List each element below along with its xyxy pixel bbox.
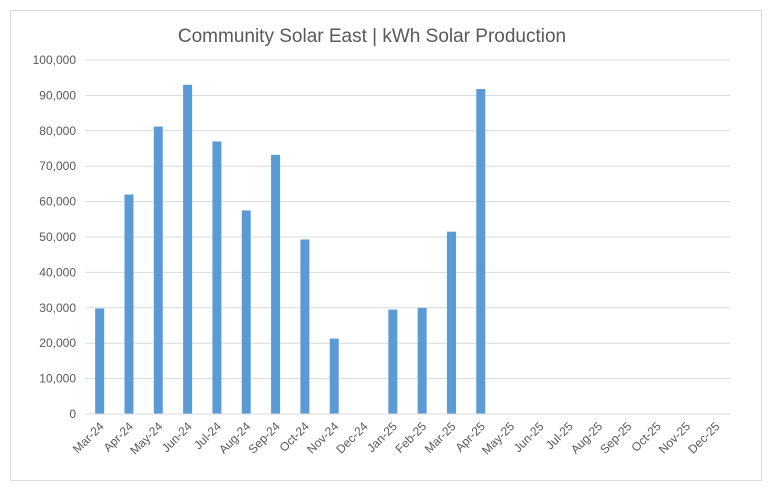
y-tick-label: 60,000 [39,195,76,209]
y-tick-label: 10,000 [39,372,76,386]
y-tick-label: 100,000 [33,53,77,67]
bars [95,84,486,415]
y-tick-label: 50,000 [39,230,76,244]
y-tick-label: 70,000 [39,159,76,173]
chart-frame: Community Solar East | kWh Solar Product… [10,10,762,481]
x-tick-label: Jun-25 [511,419,547,455]
x-tick-label: Aug-24 [216,419,253,456]
bar-aug-24 [241,210,251,414]
gridlines [85,59,730,380]
y-axis-tick-labels: 0 10,000 20,000 30,000 40,000 50,000 60,000 70,… [33,53,77,421]
bar-sep-24 [271,154,281,414]
x-tick-label: Sep-25 [597,419,634,456]
y-tick-label: 40,000 [39,265,76,279]
x-tick-label: Nov-24 [304,419,341,456]
x-tick-label: Sep-24 [245,419,282,456]
x-tick-label: Nov-25 [656,419,693,456]
bar-may-24 [153,126,163,414]
x-tick-label: Mar-25 [422,419,459,456]
y-tick-label: 80,000 [39,124,76,138]
x-tick-label: May-24 [127,419,165,457]
bar-jan-25 [388,309,398,414]
x-tick-label: Jun-24 [159,419,195,455]
x-tick-label: May-25 [479,419,517,457]
bar-nov-24 [329,338,339,414]
x-axis-tick-labels: Mar-24Apr-24May-24Jun-24Jul-24Aug-24Sep-… [70,419,723,457]
bar-chart: Community Solar East | kWh Solar Product… [33,26,730,457]
bar-jul-24 [212,141,222,415]
x-tick-label: Aug-25 [568,419,605,456]
y-tick-label: 20,000 [39,336,76,350]
y-tick-label: 0 [69,407,76,421]
y-tick-label: 90,000 [39,88,76,102]
chart-title: Community Solar East | kWh Solar Product… [178,26,566,47]
bar-jun-24 [183,84,193,414]
bar-mar-24 [95,308,105,414]
x-tick-label: Mar-24 [70,419,107,456]
bar-apr-25 [476,89,486,414]
x-tick-label: Dec-25 [685,419,722,456]
x-tick-label: Feb-25 [392,419,429,456]
bar-mar-25 [446,231,456,414]
y-tick-label: 30,000 [39,301,76,315]
bar-apr-24 [124,194,134,414]
bar-feb-25 [417,307,427,414]
x-tick-label: Dec-24 [333,419,370,456]
bar-oct-24 [300,239,310,414]
